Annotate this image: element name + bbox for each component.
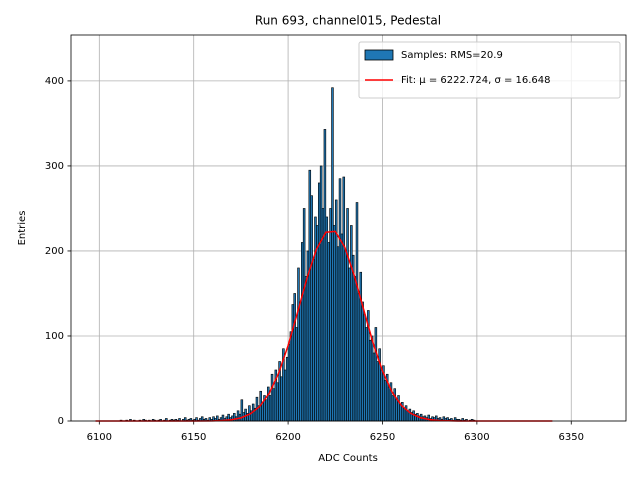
legend-swatch xyxy=(364,49,394,61)
x-tick-label: 6200 xyxy=(275,432,300,443)
x-tick-label: 6100 xyxy=(87,432,112,443)
chart-title: Run 693, channel015, Pedestal xyxy=(255,14,441,28)
legend-label: Fit: μ = 6222.724, σ = 16.648 xyxy=(401,75,551,86)
x-tick-label: 6250 xyxy=(370,432,395,443)
legend-label: Samples: RMS=20.9 xyxy=(401,50,503,61)
x-tick-label: 6350 xyxy=(559,432,584,443)
x-axis-label: ADC Counts xyxy=(318,453,378,464)
y-tick-label: 300 xyxy=(45,161,64,172)
y-axis-label: Entries xyxy=(17,211,28,246)
y-tick-label: 0 xyxy=(58,416,64,427)
y-tick-label: 100 xyxy=(45,331,64,342)
legend-box xyxy=(358,41,621,99)
x-tick-label: 6300 xyxy=(464,432,489,443)
plot-frame xyxy=(70,34,627,422)
y-tick-label: 400 xyxy=(45,76,64,87)
y-tick-label: 200 xyxy=(45,246,64,257)
x-tick-label: 6150 xyxy=(181,432,206,443)
